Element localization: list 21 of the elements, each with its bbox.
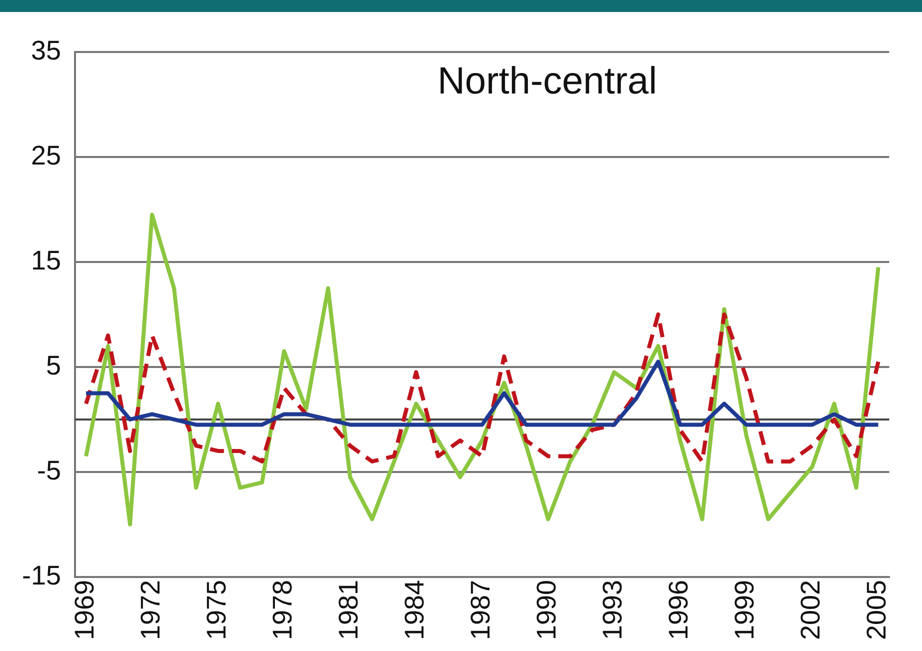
line-series [84,312,880,464]
y-tick-label: -5 [37,455,62,486]
x-tick-label: 1972 [136,580,166,640]
x-tick-label: 1981 [334,580,364,640]
y-tick-label: 25 [30,140,62,170]
x-tick-label: 1975 [202,580,232,640]
x-tick-label: 1996 [664,580,694,640]
x-tick-label: 1987 [466,580,496,640]
x-tick-label: 1984 [400,580,430,640]
y-tick-label: 35 [30,35,62,66]
x-tick-label: 1999 [730,580,760,640]
x-tick-label: 2002 [796,580,826,640]
y-tick-label: -15 [22,560,62,590]
y-tick-label: 5 [46,350,62,380]
x-tick-label: 1978 [268,580,298,640]
x-tick-label: 1990 [532,580,562,640]
x-tick-label: 1993 [598,580,628,640]
x-tick-label: 1969 [69,580,100,640]
x-tick-label: 2005 [862,580,892,640]
y-tick-label: 15 [30,245,62,276]
chart-title: North-central [437,60,658,102]
